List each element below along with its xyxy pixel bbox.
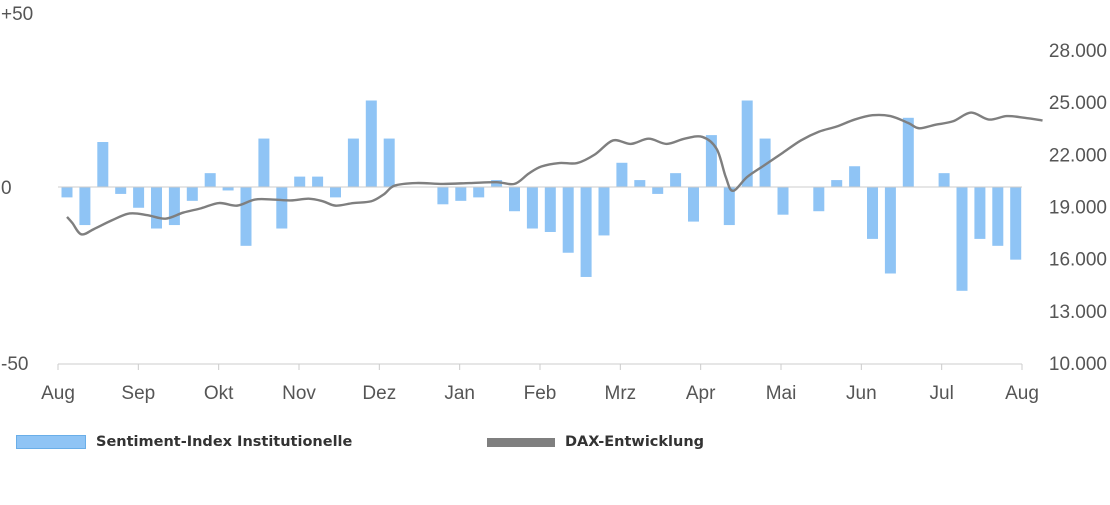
sentiment-bar	[186, 187, 198, 201]
sentiment-bar	[347, 138, 359, 187]
x-axis-tick-label: Jun	[846, 383, 877, 404]
sentiment-bar	[849, 166, 861, 187]
sentiment-bar	[151, 187, 162, 229]
sentiment-bar	[652, 187, 664, 194]
sentiment-bar	[777, 187, 789, 215]
sentiment-bar	[831, 180, 843, 187]
sentiment-bar	[61, 187, 73, 198]
sentiment-bar	[526, 187, 538, 229]
sentiment-bar	[383, 138, 395, 187]
x-axis-tick-label: Feb	[524, 383, 557, 404]
sentiment-bars	[61, 100, 1022, 291]
sentiment-bar	[759, 138, 771, 187]
sentiment-bar	[204, 173, 216, 187]
sentiment-bar	[598, 187, 610, 236]
sentiment-bar	[902, 117, 914, 187]
x-axis-tick-label: Mai	[766, 383, 797, 404]
sentiment-bar	[992, 187, 1004, 246]
sentiment-bar	[580, 187, 592, 277]
x-axis-tick-label: Jan	[444, 383, 475, 404]
sentiment-bar	[330, 187, 341, 198]
right-axis-ticks: 28.000 25.000 22.000 19.000 16.000 13.000 10.0…	[1049, 41, 1107, 375]
axes	[57, 186, 1023, 370]
sentiment-bar	[723, 187, 735, 226]
legend-label-dax: DAX-Entwicklung	[565, 434, 705, 450]
left-axis-tick-label: -50	[1, 354, 28, 375]
right-axis-tick-label: 25.000	[1049, 93, 1107, 114]
sentiment-bar	[294, 176, 306, 187]
sentiment-bar	[97, 142, 109, 187]
sentiment-bar	[544, 187, 556, 232]
dax-line	[66, 111, 1043, 236]
x-axis-tick-label: Dez	[362, 383, 396, 404]
x-axis-tick-label: Apr	[686, 383, 716, 404]
sentiment-bar	[974, 187, 986, 239]
sentiment-bar	[956, 187, 968, 291]
x-axis-tick-label: Sep	[121, 383, 155, 404]
legend-item-sentiment: Sentiment-Index Institutionelle	[16, 434, 352, 450]
sentiment-bar	[884, 187, 896, 274]
sentiment-bar	[1010, 187, 1022, 260]
sentiment-bar	[115, 187, 127, 194]
right-axis-tick-label: 22.000	[1049, 145, 1107, 166]
legend-swatch-bars	[16, 435, 86, 449]
right-axis-tick-label: 13.000	[1049, 302, 1107, 323]
sentiment-bar	[938, 173, 950, 187]
sentiment-bar	[705, 135, 717, 187]
right-axis-tick-label: 16.000	[1049, 250, 1107, 271]
sentiment-bar	[509, 187, 520, 212]
sentiment-bar	[455, 187, 467, 201]
sentiment-bar	[634, 180, 646, 187]
sentiment-bar	[562, 187, 574, 253]
x-axis-tick-label: Aug	[1005, 383, 1039, 404]
sentiment-bar	[79, 187, 91, 226]
sentiment-bar	[741, 100, 753, 187]
sentiment-bar	[365, 100, 377, 187]
sentiment-bar	[867, 187, 878, 239]
legend-label-sentiment: Sentiment-Index Institutionelle	[96, 434, 353, 450]
sentiment-bar	[813, 187, 825, 212]
left-axis-ticks: +50 0 -50	[1, 4, 33, 375]
sentiment-bar	[616, 162, 628, 187]
sentiment-bar	[491, 180, 503, 187]
right-axis-tick-label: 19.000	[1049, 198, 1107, 219]
sentiment-bar	[133, 187, 145, 208]
sentiment-bar	[258, 138, 270, 187]
right-axis-tick-label: 28.000	[1049, 41, 1107, 62]
sentiment-bar	[437, 187, 449, 205]
x-axis-tick-label: Nov	[282, 383, 316, 404]
x-axis-tick-label: Jul	[930, 383, 954, 404]
x-axis-ticks: Aug Sep Okt Nov Dez Jan Feb Mrz Apr Mai Jun Jul Aug	[41, 383, 1039, 404]
sentiment-bar	[240, 187, 252, 246]
dax-line-layer	[66, 111, 1043, 236]
sentiment-bar	[168, 187, 180, 226]
sentiment-bar	[670, 173, 682, 187]
left-axis-tick-label: 0	[1, 178, 12, 199]
legend-item-dax: DAX-Entwicklung	[487, 434, 704, 450]
x-axis-tick-label: Aug	[41, 383, 75, 404]
sentiment-bar	[312, 176, 324, 187]
sentiment-bar	[473, 187, 485, 198]
x-axis-tick-label: Mrz	[605, 383, 637, 404]
legend-swatch-line	[487, 437, 555, 447]
right-axis-tick-label: 10.000	[1049, 354, 1107, 375]
x-axis-tick-label: Okt	[204, 383, 234, 404]
sentiment-bar	[276, 187, 288, 229]
sentiment-bar	[222, 187, 234, 191]
left-axis-tick-label: +50	[1, 4, 33, 25]
sentiment-bar	[688, 187, 699, 222]
